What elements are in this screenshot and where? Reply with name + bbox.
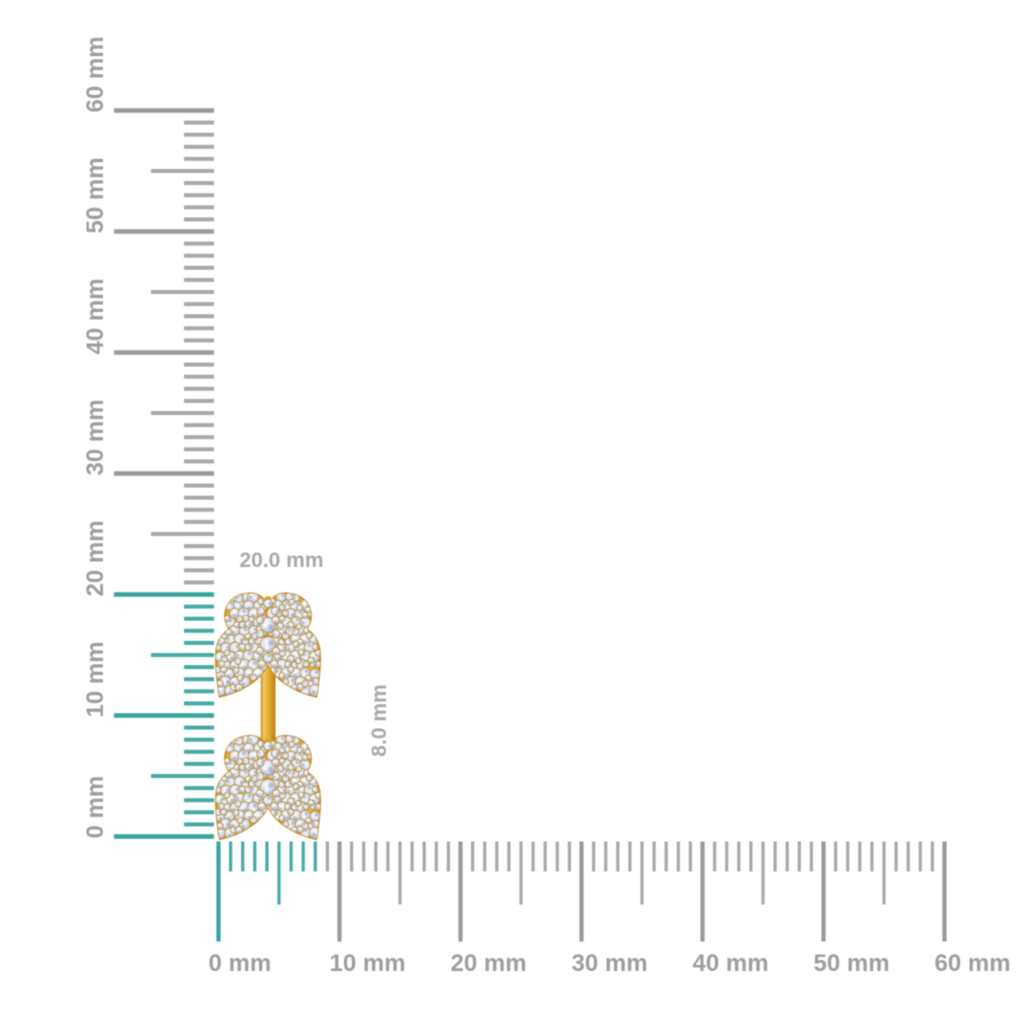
svg-text:40 mm: 40 mm [82,278,109,354]
svg-text:50 mm: 50 mm [82,157,109,233]
svg-text:10 mm: 10 mm [82,641,109,717]
svg-text:50 mm: 50 mm [814,950,890,977]
svg-text:30 mm: 30 mm [572,950,648,977]
svg-text:0 mm: 0 mm [209,950,272,977]
svg-text:60 mm: 60 mm [935,950,1011,977]
svg-text:20 mm: 20 mm [82,520,109,596]
svg-text:20 mm: 20 mm [451,950,527,977]
svg-text:0 mm: 0 mm [82,776,109,839]
svg-text:40 mm: 40 mm [693,950,769,977]
svg-text:8.0 mm: 8.0 mm [368,684,391,756]
svg-text:20.0 mm: 20.0 mm [239,549,323,572]
svg-text:30 mm: 30 mm [82,399,109,475]
svg-text:60 mm: 60 mm [82,36,109,112]
svg-text:10 mm: 10 mm [330,950,406,977]
